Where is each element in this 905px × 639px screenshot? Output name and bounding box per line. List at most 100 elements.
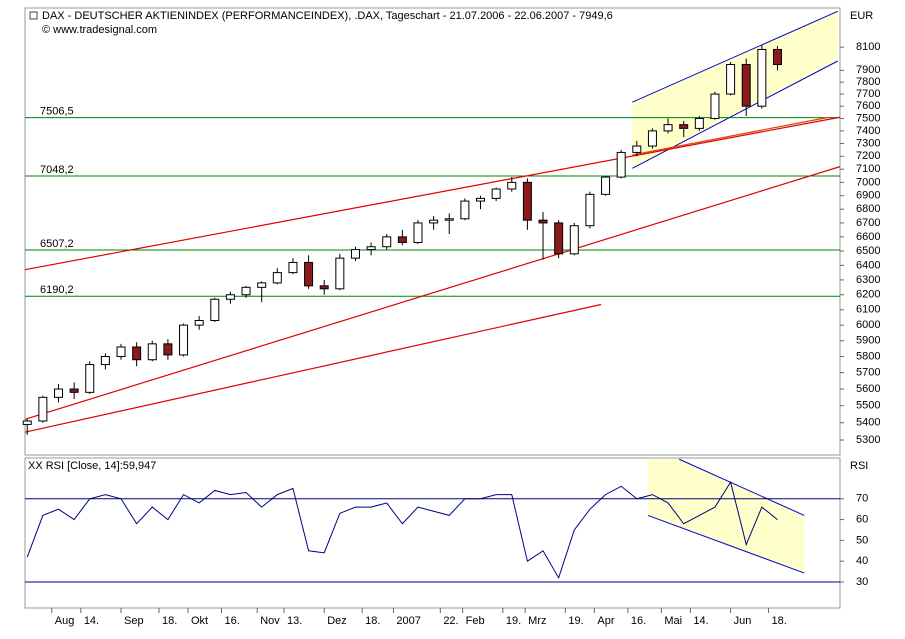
candle-body xyxy=(772,48,782,66)
y-tick-label: 40 xyxy=(856,555,868,567)
y-tick-label: 30 xyxy=(856,576,868,588)
x-tick-label: 18. xyxy=(162,615,177,627)
candle-body xyxy=(210,298,220,322)
y-tick-label: 5700 xyxy=(856,367,880,379)
candle-body xyxy=(319,285,329,290)
y-tick-label: 6700 xyxy=(856,217,880,229)
candle-body xyxy=(507,181,517,190)
x-tick-label: 2007 xyxy=(396,615,420,627)
y-tick-label: 6400 xyxy=(856,259,880,271)
candle-body xyxy=(382,236,392,248)
y-axis-label: EUR xyxy=(850,10,873,22)
candle-body xyxy=(757,48,767,107)
x-tick-label: 14. xyxy=(84,615,99,627)
candle-body xyxy=(397,236,407,243)
y-tick-label: 7400 xyxy=(856,125,880,137)
candle-body xyxy=(53,388,63,398)
y-tick-label: 7000 xyxy=(856,176,880,188)
candle-body xyxy=(147,343,157,361)
y-tick-label: 5400 xyxy=(856,417,880,429)
candle-body xyxy=(194,320,204,326)
y-tick-label: 7600 xyxy=(856,100,880,112)
candle-body xyxy=(350,249,360,259)
x-tick-label: 19. xyxy=(506,615,521,627)
subtitle: © www.tradesignal.com xyxy=(42,24,157,36)
candle-body xyxy=(554,222,564,255)
candle-body xyxy=(569,225,579,255)
candle-body xyxy=(460,200,470,220)
candle-body xyxy=(601,176,611,195)
level-label: 7048,2 xyxy=(40,164,74,176)
y-tick-label: 5600 xyxy=(856,383,880,395)
candle-body xyxy=(694,117,704,129)
y-tick-label: 7800 xyxy=(856,76,880,88)
x-tick-label: 16. xyxy=(224,615,239,627)
x-tick-label: Okt xyxy=(191,615,208,627)
candle-body xyxy=(163,343,173,356)
candle-body xyxy=(288,261,298,274)
x-tick-label: 22. xyxy=(443,615,458,627)
y-axis-label: RSI xyxy=(850,460,868,472)
icon xyxy=(29,11,38,20)
candle-body xyxy=(741,63,751,107)
x-tick-label: Mrz xyxy=(528,615,546,627)
y-tick-label: 50 xyxy=(856,534,868,546)
x-tick-label: Apr xyxy=(597,615,614,627)
candle-body xyxy=(85,364,95,393)
candle-body xyxy=(225,294,235,300)
x-tick-label: Jun xyxy=(734,615,752,627)
y-tick-label: 6300 xyxy=(856,274,880,286)
candle-body xyxy=(679,124,689,129)
candle-body xyxy=(100,356,110,366)
x-tick-label: 16. xyxy=(631,615,646,627)
x-tick-label: 14. xyxy=(693,615,708,627)
trendline xyxy=(24,166,841,420)
y-tick-label: 7300 xyxy=(856,137,880,149)
candle-body xyxy=(429,219,439,224)
x-tick-label: Aug xyxy=(55,615,75,627)
candle-body xyxy=(476,197,486,202)
y-tick-label: 6600 xyxy=(856,231,880,243)
level-label: 7506,5 xyxy=(40,106,74,118)
x-tick-label: 19. xyxy=(568,615,583,627)
x-tick-label: Feb xyxy=(466,615,485,627)
y-tick-label: 5900 xyxy=(856,335,880,347)
rsi-title: XX RSI [Close, 14]:59,947 xyxy=(28,460,156,472)
candle-body xyxy=(257,282,267,288)
y-tick-label: 5300 xyxy=(856,434,880,446)
x-tick-label: 13. xyxy=(287,615,302,627)
y-tick-label: 6900 xyxy=(856,190,880,202)
x-tick-label: 18. xyxy=(365,615,380,627)
trendline xyxy=(632,116,829,156)
candle-body xyxy=(241,286,251,296)
candle-body xyxy=(22,420,32,425)
channel-line xyxy=(679,458,805,516)
trendline xyxy=(24,303,602,433)
y-tick-label: 70 xyxy=(856,493,868,505)
candle-body xyxy=(304,261,314,287)
y-tick-label: 6200 xyxy=(856,289,880,301)
rsi-line xyxy=(26,480,778,580)
y-tick-label: 8100 xyxy=(856,41,880,53)
candle-body xyxy=(710,93,720,119)
x-tick-label: Dez xyxy=(327,615,347,627)
candle-body xyxy=(38,396,48,422)
candle-body xyxy=(616,151,626,178)
candle-body xyxy=(179,324,189,356)
candle-body xyxy=(522,181,532,221)
y-tick-label: 7200 xyxy=(856,150,880,162)
y-tick-label: 7500 xyxy=(856,112,880,124)
trendline xyxy=(24,116,841,271)
candle-body xyxy=(366,246,376,251)
y-tick-label: 6800 xyxy=(856,203,880,215)
candle-body xyxy=(663,124,673,132)
chart-title: DAX - DEUTSCHER AKTIENINDEX (PERFORMANCE… xyxy=(42,10,613,22)
y-tick-label: 7100 xyxy=(856,163,880,175)
channel-line xyxy=(647,514,805,574)
x-tick-label: Mai xyxy=(664,615,682,627)
y-tick-label: 6000 xyxy=(856,319,880,331)
x-tick-label: Sep xyxy=(124,615,144,627)
candle-body xyxy=(647,130,657,147)
channel-line xyxy=(632,10,838,103)
